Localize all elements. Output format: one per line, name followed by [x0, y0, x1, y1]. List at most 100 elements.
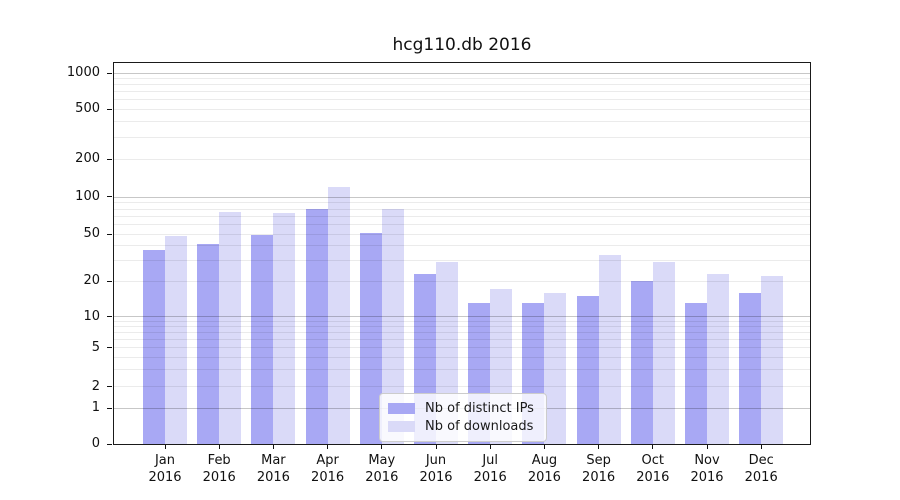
- y-tick-mark-500: [107, 108, 112, 110]
- x-tick-label-may: May 2016: [352, 452, 412, 486]
- y-tick-mark-0: [107, 443, 112, 445]
- bar-downloads-may: [381, 209, 404, 444]
- x-tick-label-dec: Dec 2016: [731, 452, 791, 486]
- x-tick-year: 2016: [582, 470, 616, 485]
- x-tick-month: Jan: [154, 453, 176, 468]
- x-tick-month: Apr: [316, 453, 339, 468]
- bar-downloads-nov: [707, 273, 729, 444]
- x-tick-label-jun: Jun 2016: [406, 452, 466, 486]
- y-tick-label-100: 100: [75, 188, 100, 204]
- bar-distinct-ips-may: [359, 233, 382, 444]
- bar-downloads-dec: [761, 276, 784, 444]
- x-tick-mark-mar: [272, 445, 274, 449]
- y-tick-label-50: 50: [83, 226, 100, 242]
- y-tick-label-0: 0: [91, 436, 100, 451]
- legend-swatch-downloads: [388, 421, 415, 432]
- x-tick-mark-feb: [218, 445, 220, 449]
- legend-item-downloads: Nb of downloads: [388, 418, 538, 435]
- x-tick-month: Jun: [425, 453, 447, 468]
- y-tick-mark-20: [107, 280, 112, 282]
- bar-distinct-ips-feb: [197, 244, 220, 444]
- bar-downloads-oct: [652, 262, 675, 444]
- x-tick-month: Aug: [531, 453, 558, 468]
- y-tick-mark-5: [107, 347, 112, 349]
- x-tick-year: 2016: [636, 470, 670, 485]
- x-tick-month: Feb: [207, 453, 231, 468]
- y-tick-label-20: 20: [83, 273, 100, 288]
- x-tick-mark-oct: [652, 445, 654, 449]
- x-tick-label-nov: Nov 2016: [677, 452, 737, 486]
- x-tick-mark-may: [381, 445, 383, 449]
- x-tick-label-apr: Apr 2016: [298, 452, 358, 486]
- chart-title: hcg110.db 2016: [392, 35, 532, 55]
- x-tick-label-mar: Mar 2016: [243, 452, 303, 486]
- y-tick-mark-200: [107, 158, 112, 160]
- x-tick-month: Dec: [748, 453, 774, 468]
- y-tick-label-1: 1: [91, 400, 100, 416]
- bar-distinct-ips-oct: [630, 281, 653, 444]
- legend-label-distinct-ips: Nb of distinct IPs: [425, 401, 534, 416]
- bar-distinct-ips-mar: [251, 235, 274, 444]
- bar-distinct-ips-sep: [576, 295, 599, 444]
- bar-distinct-ips-apr: [305, 209, 328, 444]
- y-tick-label-2: 2: [91, 378, 100, 394]
- y-tick-label-10: 10: [83, 308, 100, 324]
- x-tick-month: May: [368, 453, 396, 468]
- x-tick-mark-nov: [706, 445, 708, 449]
- x-tick-mark-jan: [164, 445, 166, 449]
- x-tick-year: 2016: [148, 470, 182, 485]
- legend-label-downloads: Nb of downloads: [425, 419, 534, 434]
- bar-distinct-ips-nov: [685, 303, 707, 444]
- x-tick-year: 2016: [527, 470, 561, 485]
- y-tick-mark-1000: [107, 72, 112, 74]
- x-tick-month: Oct: [641, 453, 665, 468]
- x-tick-year: 2016: [744, 470, 778, 485]
- x-tick-year: 2016: [690, 470, 724, 485]
- x-tick-year: 2016: [202, 470, 236, 485]
- bar-downloads-sep: [598, 255, 621, 444]
- legend-item-distinct-ips: Nb of distinct IPs: [388, 400, 538, 417]
- bar-downloads-mar: [273, 213, 296, 444]
- x-tick-label-sep: Sep 2016: [569, 452, 629, 486]
- y-tick-mark-50: [107, 233, 112, 235]
- y-tick-label-5: 5: [91, 339, 100, 355]
- x-tick-month: Mar: [261, 453, 286, 468]
- bars-layer: [114, 63, 810, 444]
- legend-swatch-distinct-ips: [388, 403, 415, 414]
- bar-downloads-jan: [165, 236, 187, 444]
- x-tick-year: 2016: [256, 470, 290, 485]
- bar-distinct-ips-jan: [143, 249, 165, 444]
- y-tick-label-500: 500: [75, 101, 100, 117]
- x-tick-label-jan: Jan 2016: [135, 452, 195, 486]
- x-tick-label-feb: Feb 2016: [189, 452, 249, 486]
- x-tick-mark-dec: [760, 445, 762, 449]
- y-tick-mark-100: [107, 196, 112, 198]
- legend: Nb of distinct IPs Nb of downloads: [379, 393, 547, 442]
- x-tick-mark-sep: [598, 445, 600, 449]
- bar-downloads-feb: [219, 211, 242, 444]
- x-tick-month: Jul: [482, 453, 499, 468]
- bar-downloads-aug: [544, 292, 567, 444]
- bar-distinct-ips-dec: [739, 292, 762, 444]
- x-tick-label-aug: Aug 2016: [514, 452, 574, 486]
- y-tick-label-1000: 1000: [66, 65, 100, 81]
- x-tick-year: 2016: [473, 470, 507, 485]
- x-tick-year: 2016: [365, 470, 399, 485]
- y-tick-label-200: 200: [75, 151, 100, 167]
- x-tick-year: 2016: [311, 470, 345, 485]
- x-tick-label-oct: Oct 2016: [623, 452, 683, 486]
- x-tick-mark-aug: [543, 445, 545, 449]
- x-tick-mark-jul: [489, 445, 491, 449]
- x-tick-mark-apr: [327, 445, 329, 449]
- x-tick-month: Sep: [586, 453, 611, 468]
- bar-downloads-apr: [327, 187, 350, 444]
- x-tick-label-jul: Jul 2016: [460, 452, 520, 486]
- x-tick-month: Nov: [694, 453, 720, 468]
- plot-area: Nb of distinct IPs Nb of downloads: [113, 62, 811, 445]
- x-tick-mark-jun: [435, 445, 437, 449]
- x-tick-year: 2016: [419, 470, 453, 485]
- y-tick-mark-1: [107, 407, 112, 409]
- y-tick-mark-10: [107, 316, 112, 318]
- y-tick-mark-2: [107, 386, 112, 388]
